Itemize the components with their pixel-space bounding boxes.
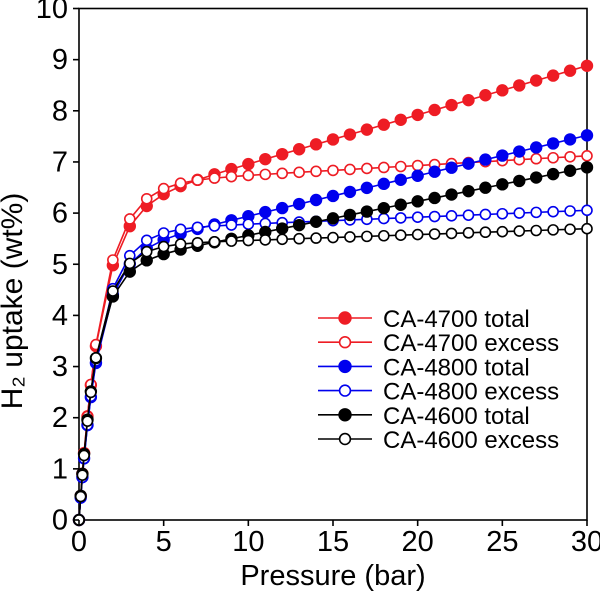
svg-text:9: 9 (52, 44, 68, 76)
svg-text:15: 15 (317, 526, 349, 558)
svg-text:H₂ uptake (wt%): H₂ uptake (wt%) (0, 193, 29, 410)
svg-text:CA-4800 total: CA-4800 total (383, 354, 530, 381)
svg-text:0: 0 (71, 526, 87, 558)
svg-text:8: 8 (52, 95, 68, 127)
svg-text:1: 1 (52, 453, 68, 485)
svg-text:2: 2 (52, 402, 68, 434)
svg-text:CA-4600 total: CA-4600 total (383, 403, 530, 430)
svg-text:Pressure (bar): Pressure (bar) (240, 560, 425, 592)
svg-text:10: 10 (232, 526, 264, 558)
svg-text:30: 30 (571, 526, 600, 558)
svg-text:25: 25 (486, 526, 518, 558)
svg-text:5: 5 (52, 249, 68, 281)
svg-text:CA-4800 excess: CA-4800 excess (383, 379, 559, 406)
svg-text:3: 3 (52, 351, 68, 383)
svg-text:6: 6 (52, 198, 68, 230)
svg-text:CA-4700 excess: CA-4700 excess (383, 330, 559, 357)
svg-text:CA-4700 total: CA-4700 total (383, 306, 530, 333)
svg-text:7: 7 (52, 146, 68, 178)
svg-text:4: 4 (52, 300, 68, 332)
svg-text:0: 0 (52, 505, 68, 537)
svg-text:5: 5 (156, 526, 172, 558)
svg-text:20: 20 (402, 526, 434, 558)
svg-text:10: 10 (36, 0, 68, 25)
svg-text:CA-4600 excess: CA-4600 excess (383, 427, 559, 454)
